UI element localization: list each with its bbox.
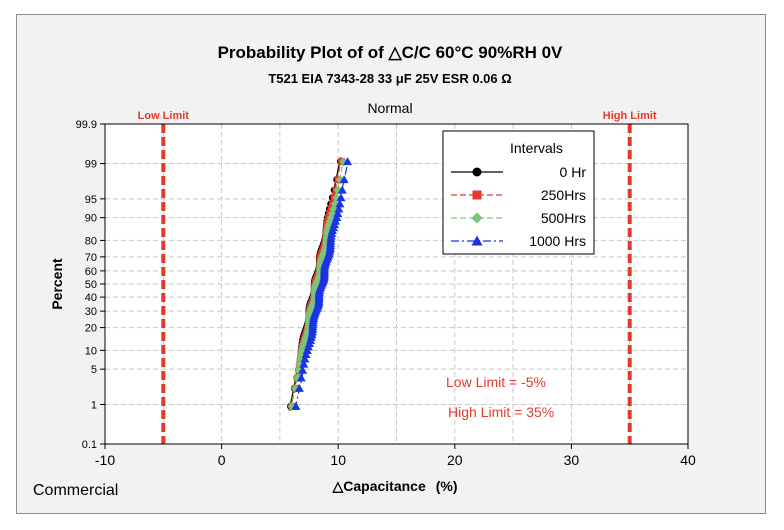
reference-label-low: Low Limit: [138, 110, 190, 122]
x-tick-label: 0: [218, 452, 226, 468]
data-point: [296, 373, 306, 382]
legend-title: Intervals: [510, 140, 563, 156]
legend-marker: [472, 190, 482, 200]
y-tick-label: 1: [91, 399, 97, 411]
x-axis-unit: (%): [436, 478, 458, 494]
legend-marker: [471, 212, 483, 224]
legend-label: 250Hrs: [541, 187, 586, 203]
y-tick-label: 10: [85, 345, 97, 357]
data-point: [291, 401, 301, 410]
x-tick-label: 20: [447, 452, 463, 468]
reference-label-high: High Limit: [603, 110, 657, 122]
legend-marker: [472, 167, 482, 177]
y-tick-label: 40: [85, 292, 97, 304]
distribution-label: Normal: [367, 100, 412, 116]
y-axis-label: Percent: [49, 258, 65, 310]
legend-marker: [471, 235, 483, 246]
series-layer: [286, 157, 353, 411]
y-tick-label: 30: [85, 306, 97, 318]
y-tick-label: 60: [85, 266, 97, 278]
data-point: [334, 204, 344, 213]
data-point: [339, 175, 349, 184]
legend-label: 0 Hr: [560, 164, 587, 180]
y-tick-label: 80: [85, 235, 97, 247]
data-point: [343, 157, 353, 166]
data-point: [300, 354, 310, 363]
data-point: [294, 383, 304, 392]
data-point: [301, 350, 311, 359]
x-axis-label-text: △Capacitance: [331, 478, 425, 494]
chart-title: Probability Plot of of △C/C 60°C 90%RH 0…: [218, 43, 563, 62]
x-axis-label: △Capacitance (%): [331, 478, 457, 494]
data-point: [298, 365, 308, 374]
y-tick-label: 99.9: [76, 119, 97, 131]
legend-label: 500Hrs: [541, 210, 586, 226]
y-tick-label: 50: [85, 279, 97, 291]
x-tick-label: 10: [330, 452, 346, 468]
data-point: [333, 208, 343, 217]
data-point: [336, 193, 346, 202]
reference-lines: Low Limit High Limit: [138, 110, 657, 444]
y-tick-label: 5: [91, 364, 97, 376]
legend-label: 1000 Hrs: [529, 233, 586, 249]
y-tick-label: 99: [85, 159, 97, 171]
data-point: [332, 212, 342, 221]
y-tick-label: 95: [85, 194, 97, 206]
data-point: [335, 199, 345, 208]
chart-subtitle: T521 EIA 7343-28 33 μF 25V ESR 0.06 Ω: [268, 71, 511, 86]
x-tick-label: 30: [564, 452, 580, 468]
legend-box: [442, 130, 595, 255]
y-tick-label: 70: [85, 252, 97, 264]
x-tick-label: -10: [95, 452, 115, 468]
y-tick-label: 90: [85, 213, 97, 225]
series-3: [291, 157, 353, 410]
y-tick-label: 0.1: [82, 439, 97, 451]
footer-label: Commercial: [33, 482, 118, 499]
x-axis: -10 0 10 20 30 40: [95, 444, 696, 468]
y-tick-label: 20: [85, 323, 97, 335]
data-point: [337, 185, 347, 194]
annotation-high-limit: High Limit = 35%: [448, 404, 554, 420]
x-tick-label: 40: [680, 452, 696, 468]
annotation-low-limit: Low Limit = -5%: [446, 374, 546, 390]
data-point: [299, 359, 309, 368]
legend: Intervals 0 Hr 250Hrs 500Hrs 1000 Hrs: [442, 130, 595, 255]
